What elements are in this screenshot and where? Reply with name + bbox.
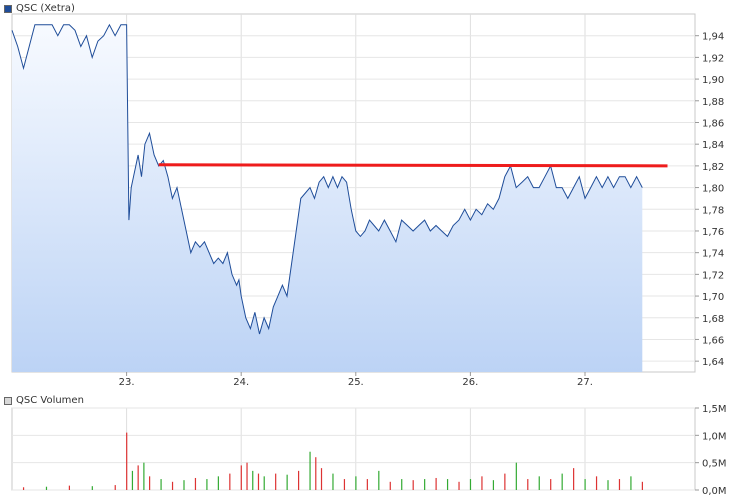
price-y-tick-label: 1,66 <box>702 335 724 346</box>
volume-bar <box>252 470 254 490</box>
price-y-tick-label: 1,82 <box>702 162 724 173</box>
volume-y-ticks: 0,0M 0,5M 1,0M 1,5M <box>695 404 727 497</box>
volume-bar <box>275 473 277 490</box>
volume-bar <box>584 479 586 490</box>
volume-bar <box>607 480 609 490</box>
volume-bar <box>355 476 357 490</box>
price-y-tick-label: 1,94 <box>702 32 724 43</box>
price-y-tick-label: 1,88 <box>702 97 724 108</box>
volume-bars <box>22 432 643 490</box>
x-tick-label: 26. <box>462 377 478 388</box>
volume-bar <box>240 465 242 490</box>
volume-bar <box>206 479 208 490</box>
volume-y-tick-label: 1,0M <box>702 431 727 442</box>
x-tick-label: 24. <box>233 377 249 388</box>
volume-bar <box>91 486 93 490</box>
volume-bar <box>378 470 380 490</box>
volume-y-tick-label: 1,5M <box>702 404 727 415</box>
volume-bar <box>595 476 598 490</box>
volume-bar <box>229 473 231 490</box>
volume-bar <box>143 462 145 490</box>
x-tick-label: 23. <box>119 377 135 388</box>
price-y-ticks: 1,64 1,66 1,68 1,70 1,72 1,74 1,76 1,78 1,80 1,82… <box>695 32 724 368</box>
volume-bar <box>435 477 437 490</box>
volume-bar <box>469 479 472 490</box>
price-x-ticks: 23. 24. 25. 26. 27. <box>119 372 593 388</box>
price-y-tick-label: 1,68 <box>702 314 724 325</box>
volume-bar <box>160 479 162 490</box>
volume-y-tick-label: 0,0M <box>702 486 727 497</box>
volume-bar <box>68 485 70 490</box>
volume-y-tick-label: 0,5M <box>702 459 727 470</box>
volume-bar <box>412 480 414 490</box>
volume-bar <box>515 462 517 490</box>
volume-bar <box>149 476 151 490</box>
volume-bar <box>194 477 197 490</box>
volume-bar <box>257 473 260 490</box>
volume-bar <box>131 470 134 490</box>
volume-bar <box>630 476 632 490</box>
volume-bar <box>550 479 552 490</box>
volume-bar <box>309 451 311 490</box>
volume-bar <box>343 479 346 490</box>
volume-bar <box>171 481 174 490</box>
volume-legend-swatch <box>4 396 12 405</box>
volume-bar <box>286 474 288 490</box>
price-y-tick-label: 1,64 <box>702 357 724 368</box>
price-legend-label: QSC (Xetra) <box>16 3 75 14</box>
price-y-tick-label: 1,84 <box>702 140 724 151</box>
price-y-tick-label: 1,80 <box>702 184 724 195</box>
volume-bar <box>126 432 128 490</box>
price-y-tick-label: 1,72 <box>702 270 724 281</box>
price-y-tick-label: 1,92 <box>702 53 724 64</box>
volume-bar <box>246 462 248 490</box>
volume-bar <box>297 470 300 490</box>
volume-bar <box>618 479 621 490</box>
volume-bar <box>315 457 317 490</box>
volume-bar <box>217 476 219 490</box>
price-area <box>11 23 668 373</box>
volume-bar <box>481 476 483 490</box>
volume-bar <box>504 473 506 490</box>
volume-bar <box>332 473 334 490</box>
volume-bar <box>446 479 449 490</box>
price-y-tick-label: 1,78 <box>702 205 724 216</box>
x-tick-label: 27. <box>577 377 593 388</box>
price-line <box>11 23 643 335</box>
volume-plot-frame <box>11 407 696 491</box>
resistance-line <box>158 163 668 168</box>
volume-bar <box>573 468 575 490</box>
price-y-tick-label: 1,76 <box>702 227 724 238</box>
volume-bar <box>561 473 563 490</box>
volume-bar <box>492 480 495 490</box>
volume-bar <box>320 468 323 490</box>
x-tick-label: 25. <box>348 377 364 388</box>
price-legend: QSC (Xetra) <box>4 3 75 14</box>
volume-bar <box>527 479 529 490</box>
volume-legend: QSC Volumen <box>4 395 84 406</box>
price-area-fill <box>12 24 643 373</box>
volume-bar <box>366 479 368 490</box>
volume-bar <box>401 479 403 490</box>
volume-bar <box>114 485 116 490</box>
volume-bar <box>183 480 185 490</box>
volume-bar <box>45 486 48 490</box>
volume-bar <box>22 487 25 490</box>
volume-bar <box>424 479 426 490</box>
price-y-tick-label: 1,70 <box>702 292 724 303</box>
volume-bar <box>458 481 460 490</box>
volume-bar <box>137 465 139 490</box>
volume-bar <box>641 481 643 490</box>
price-y-tick-label: 1,74 <box>702 249 724 260</box>
volume-bar <box>263 476 265 490</box>
volume-legend-label: QSC Volumen <box>16 395 84 406</box>
price-y-tick-label: 1,90 <box>702 75 724 86</box>
volume-bar <box>389 481 391 490</box>
volume-grid <box>11 407 696 491</box>
volume-bar <box>538 476 540 490</box>
price-y-tick-label: 1,86 <box>702 118 724 129</box>
price-legend-swatch <box>4 4 12 13</box>
